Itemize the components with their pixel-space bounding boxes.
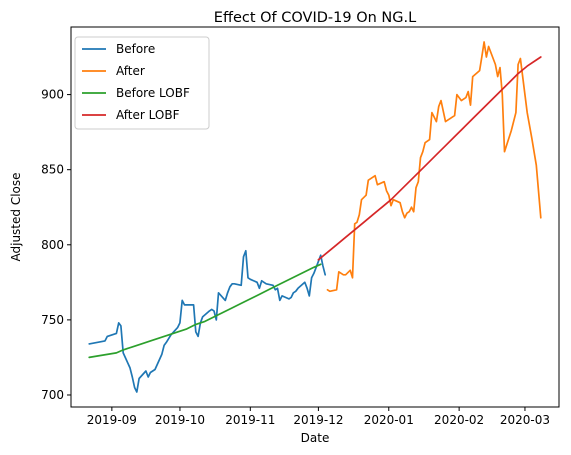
legend-label-after-lobf: After LOBF <box>116 108 180 122</box>
legend-label-before: Before <box>116 42 155 56</box>
series-line-after <box>326 41 542 293</box>
legend: Before After Before LOBF After LOBF <box>74 36 210 130</box>
x-tick-label: 2020-02 <box>434 413 484 427</box>
y-tick-label: 800 <box>41 238 64 252</box>
series-layer <box>88 41 542 393</box>
series-line-before <box>88 249 327 393</box>
series-line-before-lobf <box>88 263 322 359</box>
legend-label-before-lobf: Before LOBF <box>116 86 190 100</box>
x-tick-label: 2020-01 <box>364 413 414 427</box>
chart-title: Effect Of COVID-19 On NG.L <box>214 10 416 26</box>
y-axis-title: Adjusted Close <box>9 172 23 261</box>
y-tick-label: 900 <box>41 88 64 102</box>
series-line-after-lobf <box>317 56 542 261</box>
x-tick-label: 2019-09 <box>87 413 137 427</box>
x-tick-label: 2019-12 <box>293 413 343 427</box>
x-tick-label: 2019-10 <box>155 413 205 427</box>
y-tick-label: 700 <box>41 388 64 402</box>
plot-frame <box>70 26 560 408</box>
x-tick-label: 2019-11 <box>225 413 275 427</box>
y-tick-label: 850 <box>41 163 64 177</box>
legend-label-after: After <box>116 64 145 78</box>
y-tick-label: 750 <box>41 313 64 327</box>
x-axis: 2019-09 2019-10 2019-11 2019-12 2020-01 2020-… <box>87 407 550 427</box>
x-axis-title: Date <box>301 431 330 445</box>
legend-box <box>74 36 210 130</box>
x-tick-label: 2020-03 <box>500 413 550 427</box>
y-axis: 700 750 800 850 900 <box>41 88 71 402</box>
